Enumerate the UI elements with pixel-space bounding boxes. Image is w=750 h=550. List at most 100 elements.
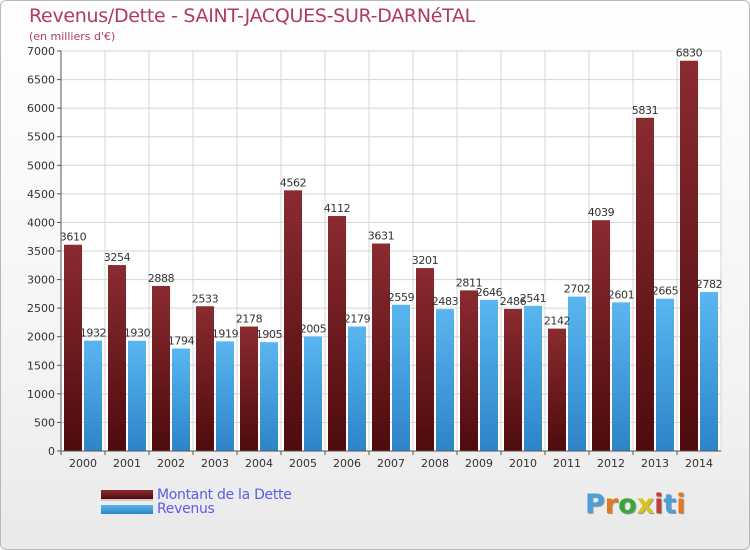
- x-tick-label: 2012: [597, 457, 625, 470]
- x-tick-label: 2001: [113, 457, 141, 470]
- bar-dette: [240, 326, 258, 451]
- data-label-revenus: 2782: [696, 278, 722, 291]
- legend-swatch-revenus: [101, 504, 153, 514]
- data-label-dette: 5831: [632, 104, 658, 117]
- y-tick-label: 6000: [27, 102, 55, 115]
- bar-dette: [284, 190, 302, 452]
- bar-revenus: [260, 342, 278, 451]
- data-label-dette: 3610: [60, 231, 87, 244]
- bar-revenus: [84, 340, 102, 451]
- y-tick-label: 3500: [27, 245, 55, 258]
- bar-revenus: [656, 298, 674, 451]
- bars: [64, 60, 718, 452]
- y-tick-label: 1000: [27, 388, 55, 401]
- bar-revenus: [524, 305, 542, 451]
- x-tick-label: 2007: [377, 457, 405, 470]
- x-tick-label: 2002: [157, 457, 185, 470]
- data-label-dette: 3201: [412, 254, 438, 267]
- data-label-revenus: 2559: [388, 291, 415, 304]
- x-tick-label: 2010: [509, 457, 537, 470]
- y-tick-label: 2500: [27, 302, 55, 315]
- x-tick-label: 2005: [289, 457, 317, 470]
- data-label-revenus: 2665: [652, 285, 679, 298]
- x-tick-label: 2013: [641, 457, 669, 470]
- chart-title: Revenus/Dette - SAINT-JACQUES-SUR-DARNéT…: [29, 5, 475, 27]
- data-label-dette: 3254: [104, 251, 131, 264]
- logo-letter: o: [618, 489, 637, 520]
- logo-letter: i: [654, 489, 664, 520]
- bar-dette: [636, 117, 654, 452]
- legend-label-dette: Montant de la Dette: [157, 487, 292, 503]
- y-tick-label: 3000: [27, 274, 55, 287]
- logo-letter: P: [585, 489, 605, 520]
- data-label-revenus: 2702: [564, 283, 590, 296]
- bar-dette: [196, 306, 214, 451]
- data-label-dette: 4562: [280, 176, 306, 189]
- y-tick-label: 4500: [27, 188, 55, 201]
- y-tick-label: 7000: [27, 45, 55, 58]
- y-tick-label: 5500: [27, 131, 55, 144]
- y-tick-label: 500: [34, 416, 55, 429]
- bar-revenus: [348, 326, 366, 451]
- bar-dette: [372, 243, 390, 451]
- data-label-dette: 6830: [676, 47, 703, 60]
- x-tick-label: 2009: [465, 457, 493, 470]
- data-label-dette: 2178: [236, 313, 263, 326]
- data-label-revenus: 1905: [256, 328, 283, 341]
- y-tick-label: 2000: [27, 331, 55, 344]
- logo-letter: t: [663, 489, 677, 520]
- bar-revenus: [128, 340, 146, 451]
- bar-revenus: [612, 302, 630, 451]
- bar-revenus: [172, 348, 190, 451]
- data-label-revenus: 2601: [608, 288, 634, 301]
- y-tick-label: 0: [48, 445, 55, 458]
- data-label-revenus: 2541: [520, 292, 546, 305]
- y-tick-label: 6500: [27, 74, 55, 87]
- data-label-dette: 2486: [500, 295, 527, 308]
- bar-revenus: [436, 309, 454, 451]
- logo-letter: r: [604, 489, 619, 520]
- grid-lines: [60, 50, 722, 452]
- chart-subtitle: (en milliers d'€): [29, 30, 116, 43]
- data-label-dette: 3631: [368, 230, 394, 243]
- bar-dette: [328, 216, 346, 451]
- x-tick-label: 2004: [245, 457, 273, 470]
- data-label-revenus: 2179: [344, 312, 371, 325]
- data-label-dette: 2142: [544, 315, 570, 328]
- data-label-dette: 2533: [192, 292, 219, 305]
- data-label-revenus: 1794: [168, 334, 195, 347]
- data-label-dette: 4112: [324, 202, 350, 215]
- bar-revenus: [700, 292, 718, 451]
- legend-label-revenus: Revenus: [157, 501, 215, 517]
- y-tick-label: 5000: [27, 159, 55, 172]
- logo-letter: i: [676, 489, 686, 520]
- x-tick-label: 2000: [69, 457, 97, 470]
- x-tick-label: 2011: [553, 457, 581, 470]
- data-label-revenus: 2005: [300, 322, 327, 335]
- bar-dette: [592, 220, 610, 451]
- x-tick-label: 2014: [685, 457, 713, 470]
- x-tick-label: 2008: [421, 457, 449, 470]
- x-tick-label: 2003: [201, 457, 229, 470]
- data-label-dette: 2888: [148, 272, 175, 285]
- data-label-dette: 2811: [456, 276, 482, 289]
- data-label-dette: 4039: [588, 206, 615, 219]
- legend-item-dette: Montant de la Dette: [101, 487, 292, 503]
- bar-revenus: [568, 296, 586, 451]
- bar-dette: [416, 268, 434, 451]
- bar-dette: [460, 290, 478, 451]
- data-label-revenus: 2646: [476, 286, 503, 299]
- data-label-revenus: 1930: [124, 327, 151, 340]
- bar-revenus: [216, 341, 234, 451]
- legend-item-revenus: Revenus: [101, 501, 215, 517]
- bar-revenus: [304, 336, 322, 451]
- bar-dette: [108, 265, 126, 451]
- data-label-revenus: 1919: [212, 327, 239, 340]
- legend-swatch-dette: [101, 489, 153, 501]
- logo-letter: x: [636, 489, 655, 520]
- bar-dette: [548, 328, 566, 451]
- proxiti-logo: Proxiti: [585, 489, 686, 520]
- bar-revenus: [392, 304, 410, 451]
